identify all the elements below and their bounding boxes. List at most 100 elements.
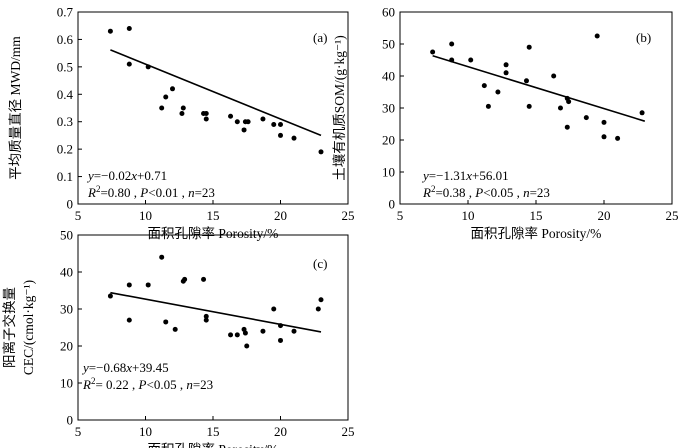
- x-axis-title: 面积孔隙率 Porosity/%: [148, 441, 279, 448]
- stats-p: P: [474, 185, 483, 200]
- data-point: [203, 110, 209, 116]
- eq-slope: =−1.31: [429, 168, 466, 183]
- regression-equation: y=−1.31x+56.01: [421, 168, 509, 183]
- y-tick-label: 0: [67, 413, 74, 428]
- eq-intercept: +0.71: [137, 168, 167, 183]
- y-axis-title: 平均质量直径 MWD/mm: [8, 36, 23, 180]
- panel-c: 5 10 15 20 25 0 10 20 30 40 50 面积孔隙率 Porosity/% 阳离子交…: [1, 228, 355, 448]
- data-point: [564, 124, 570, 130]
- x-tick-label: 25: [342, 424, 355, 439]
- y-tick-label: 20: [60, 339, 73, 354]
- data-point: [126, 282, 132, 288]
- y-axis-title-line1: 阳离子交换量: [1, 287, 17, 368]
- eq-intercept: +56.01: [472, 168, 509, 183]
- data-point: [566, 99, 572, 105]
- x-tick-label: 25: [342, 208, 355, 223]
- regression-line: [432, 55, 646, 122]
- y-axis-title-line2: CEC/(cmol·kg⁻¹): [21, 280, 36, 375]
- data-point: [594, 33, 600, 39]
- data-point: [526, 103, 532, 109]
- data-point: [234, 332, 240, 338]
- data-point: [449, 57, 455, 63]
- data-point: [503, 70, 509, 76]
- data-point: [260, 328, 266, 334]
- y-tick-label: 60: [382, 5, 395, 20]
- data-point: [291, 135, 297, 141]
- data-point: [245, 119, 251, 125]
- eq-y-var: y: [81, 360, 89, 375]
- data-point: [278, 323, 283, 329]
- data-point: [271, 121, 277, 127]
- regression-line: [110, 291, 322, 333]
- data-point: [318, 297, 324, 303]
- y-tick-label: 30: [60, 302, 73, 317]
- y-tick-label: 0.1: [57, 169, 73, 184]
- y-tick-label: 0: [389, 197, 396, 212]
- data-point: [639, 110, 645, 116]
- eq-slope: =−0.68: [89, 360, 126, 375]
- x-tick-label: 20: [274, 208, 287, 223]
- data-point: [242, 330, 248, 336]
- data-point: [107, 28, 113, 34]
- regression-equation: y=−0.02x+0.71: [86, 168, 167, 183]
- data-point: [182, 276, 188, 282]
- panel-tag: (a): [313, 30, 327, 45]
- stats-r: R: [82, 377, 91, 392]
- stats-r-sup: 2: [91, 376, 96, 386]
- regression-line: [110, 49, 322, 137]
- data-point: [145, 282, 151, 288]
- stats-r2-value: =0.38 ,: [435, 185, 475, 200]
- stats-r2-value: = 0.22 ,: [95, 377, 138, 392]
- panel-tag: (c): [313, 256, 327, 271]
- x-tick-label: 5: [397, 208, 404, 223]
- eq-x-var: x: [125, 360, 132, 375]
- y-tick-label: 30: [382, 101, 395, 116]
- regression-equation: y=−0.68x+39.45: [81, 360, 169, 375]
- data-point: [526, 44, 532, 50]
- regression-stats: R2=0.38 , P<0.05 , n=23: [422, 184, 550, 200]
- stats-p-value: <0.05 ,: [147, 377, 187, 392]
- data-point: [170, 86, 175, 92]
- data-point: [601, 134, 607, 140]
- stats-p: P: [138, 377, 147, 392]
- eq-intercept: +39.45: [132, 360, 169, 375]
- data-point: [228, 332, 234, 338]
- y-tick-label: 40: [60, 265, 73, 280]
- y-tick-label: 0.2: [57, 142, 73, 157]
- data-point: [201, 276, 207, 282]
- data-point: [495, 89, 501, 95]
- data-point: [234, 119, 240, 125]
- y-tick-label: 0.4: [57, 87, 74, 102]
- data-point: [291, 328, 297, 334]
- y-tick-label: 0: [67, 197, 74, 212]
- stats-n-value: =23: [530, 185, 550, 200]
- stats-p: P: [139, 185, 148, 200]
- y-tick-label: 50: [60, 228, 73, 243]
- stats-r-sup: 2: [96, 184, 101, 194]
- eq-y-var: y: [86, 168, 94, 183]
- eq-x-var: x: [465, 168, 472, 183]
- x-axis-title: 面积孔隙率 Porosity/%: [148, 225, 279, 241]
- regression-stats: R2= 0.22 , P<0.05 , n=23: [82, 376, 213, 392]
- data-point: [172, 326, 178, 332]
- panel-b: 5 10 15 20 25 0 10 20 30 40 50 60 面积孔隙率 Porosity/% 土壤…: [331, 5, 679, 242]
- data-point: [271, 306, 277, 312]
- data-point: [615, 135, 621, 141]
- data-point: [318, 149, 324, 155]
- x-tick-label: 5: [75, 208, 82, 223]
- y-tick-label: 50: [382, 37, 395, 52]
- stats-r2-value: =0.80 ,: [100, 185, 140, 200]
- data-point: [179, 110, 185, 116]
- x-tick-label: 10: [139, 424, 152, 439]
- x-tick-label: 15: [530, 208, 543, 223]
- data-point: [551, 73, 557, 79]
- x-axis-title: 面积孔隙率 Porosity/%: [471, 225, 602, 241]
- data-point: [278, 121, 283, 127]
- regression-stats: R2=0.80 , P<0.01 , n=23: [87, 184, 215, 200]
- stats-n: n: [523, 185, 530, 200]
- x-tick-label: 15: [207, 208, 220, 223]
- data-point: [241, 127, 247, 133]
- data-point: [523, 78, 529, 84]
- eq-y-var: y: [421, 168, 429, 183]
